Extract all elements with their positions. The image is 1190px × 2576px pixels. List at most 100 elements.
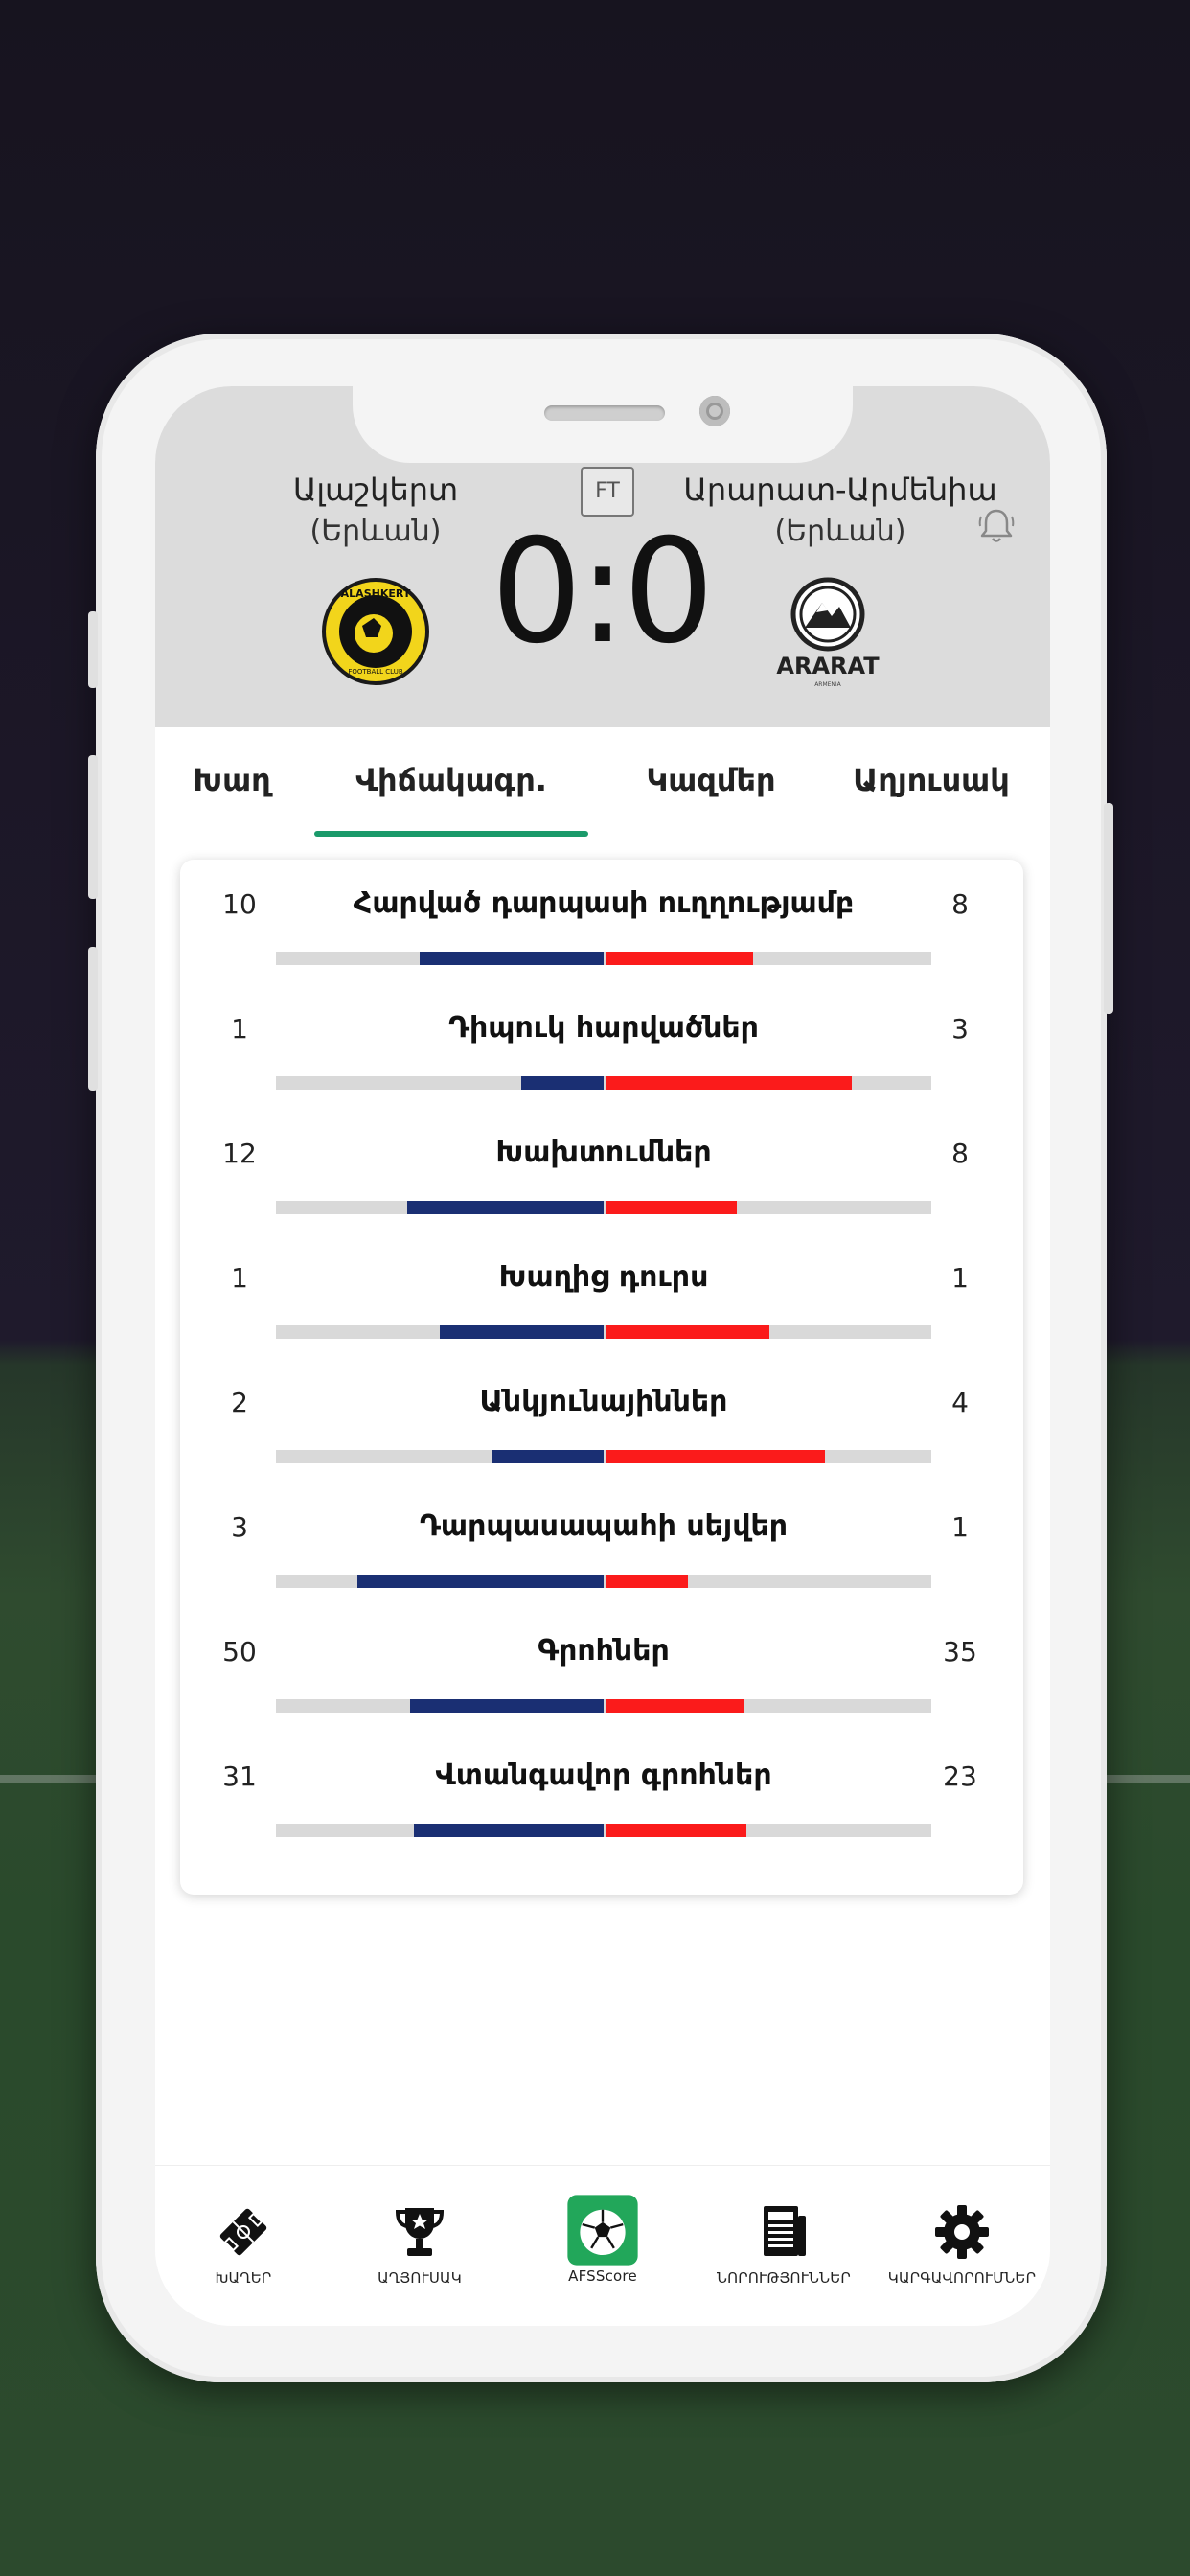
nav-label: ԿԱՐԳԱՎՈՐՈՒՄՆԵՐ	[887, 2269, 1037, 2287]
stat-away-bar	[606, 1699, 744, 1713]
stat-home-bar	[420, 952, 604, 965]
front-camera	[699, 396, 730, 426]
notification-bell-icon[interactable]	[975, 505, 1018, 547]
stat-home-bar	[357, 1575, 604, 1588]
stat-label: Վտանգավոր գրոհներ	[435, 1759, 772, 1792]
nav-settings[interactable]: ԿԱՐԳԱՎՈՐՈՒՄՆԵՐ	[876, 2200, 1048, 2287]
stat-label: Հարված դարպասի ուղղությամբ	[353, 886, 855, 920]
stat-home-bar	[521, 1076, 604, 1090]
gear-icon	[935, 2205, 989, 2259]
stat-away-value: 35	[943, 1636, 977, 1668]
stat-home-value: 50	[222, 1636, 257, 1668]
stat-home-value: 2	[231, 1387, 248, 1418]
home-team-city: (Երևան)	[309, 515, 442, 548]
stat-away-bar	[606, 1201, 737, 1214]
nav-news[interactable]: ՆՈՐՈՒԹՅՈՒՆՆԵՐ	[698, 2200, 870, 2287]
stat-away-bar	[606, 952, 753, 965]
stat-label: Դիպուկ հարվածներ	[448, 1011, 759, 1045]
stat-home-bar	[492, 1450, 604, 1463]
nav-label: ԽԱՂԵՐ	[215, 2269, 272, 2287]
stat-bar-track	[276, 1325, 931, 1339]
stadium-icon	[219, 2208, 267, 2256]
match-tabs: Խաղ Վիճակագր. Կազմեր Աղյուսակ	[155, 727, 1050, 842]
stat-label: Խախտումներ	[495, 1136, 712, 1169]
stat-row: 31 Վտանգավոր գրոհներ 23	[180, 1743, 1023, 1868]
away-team-city: (Երևան)	[774, 515, 906, 548]
trophy-icon	[395, 2208, 445, 2256]
stat-away-value: 8	[951, 888, 969, 920]
match-score: 0:0	[491, 509, 714, 676]
stat-label: Դարպասապահի սեյվեր	[419, 1509, 788, 1543]
nav-games[interactable]: ԽԱՂԵՐ	[157, 2200, 330, 2287]
home-logo-text: ALASHKERT	[341, 587, 411, 600]
stat-home-value: 1	[231, 1013, 248, 1045]
stat-away-bar	[606, 1325, 769, 1339]
stat-away-value: 23	[943, 1760, 977, 1792]
stat-home-value: 1	[231, 1262, 248, 1294]
field-line	[0, 1775, 96, 1782]
stat-away-bar	[606, 1824, 746, 1837]
stat-home-bar	[410, 1699, 604, 1713]
stat-label: Գրոհներ	[538, 1634, 670, 1668]
home-logo-subtext: FOOTBALL CLUB	[348, 668, 403, 676]
afsscore-ball-icon	[567, 2195, 638, 2266]
tab-standings[interactable]: Աղյուսակ	[853, 762, 1010, 798]
stat-bar-track	[276, 1450, 931, 1463]
stat-row: 12 Խախտումներ 8	[180, 1120, 1023, 1245]
stat-home-bar	[440, 1325, 604, 1339]
stat-home-value: 3	[231, 1511, 248, 1543]
newspaper-icon	[764, 2206, 806, 2256]
stat-home-value: 31	[222, 1760, 257, 1792]
nav-afsscore[interactable]: AFSScore	[516, 2195, 689, 2285]
home-team-name: Ալաշկերտ	[292, 472, 459, 508]
home-team-logo[interactable]: ALASHKERT FOOTBALL CLUB	[322, 574, 429, 687]
away-team-name: Արարատ-Արմենիա	[683, 472, 997, 508]
tab-lineups[interactable]: Կազմեր	[646, 762, 776, 798]
match-status-badge: FT	[581, 467, 634, 517]
away-logo-subtext: ARMENIA	[814, 681, 841, 688]
stat-bar-track	[276, 1824, 931, 1837]
stat-away-bar	[606, 1076, 852, 1090]
stat-home-value: 10	[222, 888, 257, 920]
phone-frame: Ալաշկերտ (Երևան) FT 0:0 Արարատ-Արմենիա (…	[88, 334, 1113, 2382]
active-tab-indicator	[314, 831, 588, 837]
stat-home-bar	[407, 1201, 604, 1214]
stat-row: 1 Խաղից դուրս 1	[180, 1245, 1023, 1369]
stat-away-value: 1	[951, 1262, 969, 1294]
phone-side-button	[1104, 803, 1113, 1014]
away-logo-text: ARARAT	[776, 653, 880, 679]
stat-away-value: 8	[951, 1138, 969, 1169]
stat-label: Անկյունայիններ	[479, 1385, 728, 1418]
speaker-grille	[544, 405, 665, 421]
stat-away-value: 4	[951, 1387, 969, 1418]
bottom-navigation: ԽԱՂԵՐ ԱՂՅՈՒՍԱԿ	[155, 2165, 1050, 2326]
stat-away-value: 3	[951, 1013, 969, 1045]
stat-row: 10 Հարված դարպասի ուղղությամբ 8	[180, 871, 1023, 996]
stat-bar-track	[276, 952, 931, 965]
stat-row: 50 Գրոհներ 35	[180, 1619, 1023, 1743]
stats-card: 10 Հարված դարպասի ուղղությամբ 8 1 Դիպուկ…	[180, 860, 1023, 1895]
stat-home-bar	[414, 1824, 604, 1837]
stat-away-bar	[606, 1450, 825, 1463]
stat-away-bar	[606, 1575, 688, 1588]
field-line	[1107, 1775, 1190, 1782]
phone-side-button	[88, 947, 98, 1091]
stat-away-value: 1	[951, 1511, 969, 1543]
stat-label: Խաղից դուրս	[498, 1260, 709, 1294]
tab-match[interactable]: Խաղ	[193, 762, 271, 798]
phone-side-button	[88, 611, 98, 688]
stat-bar-track	[276, 1699, 931, 1713]
stat-row: 1 Դիպուկ հարվածներ 3	[180, 996, 1023, 1120]
phone-side-button	[88, 755, 98, 899]
nav-standings[interactable]: ԱՂՅՈՒՍԱԿ	[333, 2200, 506, 2287]
tab-statistics[interactable]: Վիճակագր.	[355, 762, 547, 798]
nav-label: ՆՈՐՈՒԹՅՈՒՆՆԵՐ	[716, 2269, 852, 2287]
phone-notch	[353, 386, 853, 463]
stat-row: 3 Դարպասապահի սեյվեր 1	[180, 1494, 1023, 1619]
stat-row: 2 Անկյունայիններ 4	[180, 1369, 1023, 1494]
stat-home-value: 12	[222, 1138, 257, 1169]
stat-bar-track	[276, 1201, 931, 1214]
away-team-logo[interactable]: ARARAT ARMENIA	[772, 574, 883, 689]
app-screen: Ալաշկերտ (Երևան) FT 0:0 Արարատ-Արմենիա (…	[155, 386, 1050, 2326]
nav-label: ԱՂՅՈՒՍԱԿ	[378, 2269, 462, 2287]
